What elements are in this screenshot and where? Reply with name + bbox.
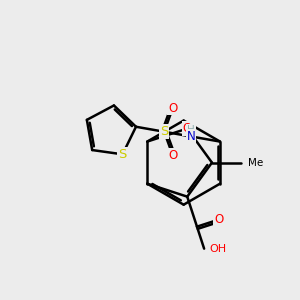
Text: N: N bbox=[187, 130, 196, 143]
Text: H: H bbox=[187, 125, 195, 135]
Text: Me: Me bbox=[248, 158, 263, 168]
Text: O: O bbox=[183, 122, 192, 135]
Text: S: S bbox=[118, 148, 127, 161]
Text: O: O bbox=[168, 101, 177, 115]
Text: O: O bbox=[214, 213, 224, 226]
Text: OH: OH bbox=[209, 244, 226, 254]
Text: O: O bbox=[168, 149, 177, 162]
Text: S: S bbox=[160, 125, 168, 138]
